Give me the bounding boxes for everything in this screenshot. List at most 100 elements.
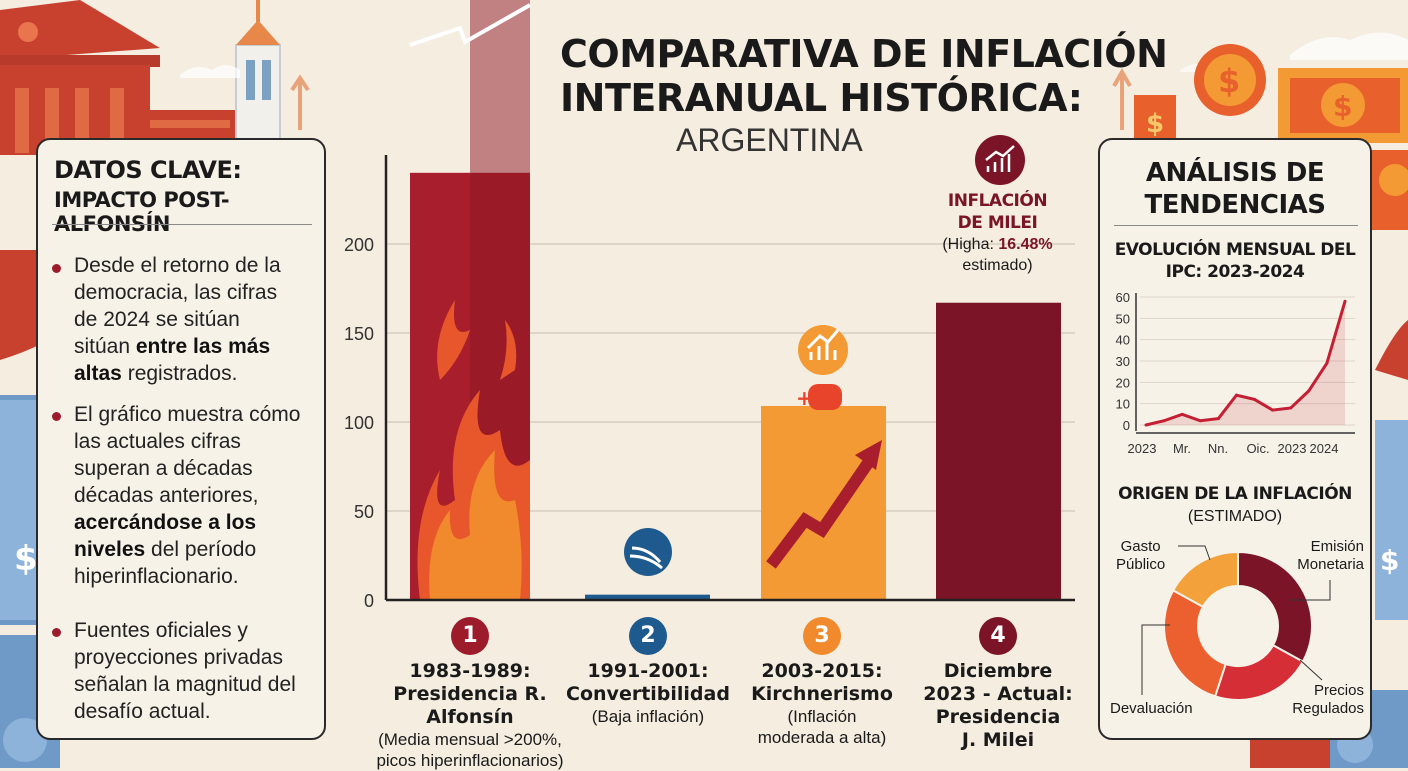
pie-slice-emision: [1237, 550, 1313, 664]
pie-slice-precios: [1213, 643, 1305, 701]
period-subtitle: (Inflación: [787, 707, 857, 726]
y-tick-label: 150: [344, 324, 374, 344]
period-title: Kirchnerismo: [751, 683, 893, 705]
key-data-panel: DATOS CLAVE: IMPACTO POST-ALFONSÍN Desde…: [36, 138, 326, 740]
milei-label-line1: INFLACIÓN: [947, 191, 1048, 211]
line-y-tick-label: 60: [1116, 290, 1130, 305]
line-y-tick-label: 0: [1123, 418, 1130, 433]
period-subtitle: (Media mensual >200%,: [378, 730, 562, 749]
bar-2023-actual: [936, 302, 1061, 600]
flame-inner: [429, 450, 522, 600]
svg-text:$: $: [1146, 109, 1164, 139]
period-title: Diciembre: [943, 660, 1053, 682]
bar-1991-2001: [585, 594, 710, 600]
bullet-1-text: Desde el retorno de la democracia, las c…: [74, 254, 281, 385]
bullet-3-text: Fuentes oficiales y proyecciones privada…: [74, 619, 296, 723]
line-x-tick-label: Mr.: [1173, 441, 1191, 456]
pie-chart-subtitle: (ESTIMADO): [1187, 508, 1283, 525]
chart-up-icon: [798, 325, 848, 375]
fire-icon: [409, 0, 531, 600]
line-area: [1146, 301, 1345, 425]
tower-icon: [235, 0, 281, 141]
chat-icon: [808, 384, 842, 410]
ipc-point: [1234, 393, 1238, 397]
line-y-tick-label: 50: [1116, 311, 1130, 326]
bar-2003-2015: [761, 405, 886, 600]
flame-small: [437, 300, 470, 380]
ipc-point: [1325, 361, 1329, 365]
trend-title-line2: TENDENCIAS: [1144, 190, 1326, 220]
line-y-tick-label: 20: [1116, 375, 1130, 390]
y-tick-label: 100: [344, 413, 374, 433]
flame-small: [500, 320, 517, 380]
milei-label-pre: (Higha:: [942, 236, 999, 253]
ipc-point: [1307, 389, 1311, 393]
period-number-badge: 3: [803, 617, 841, 655]
period-title: Presidencia: [935, 706, 1061, 728]
line-x-tick-label: Nn.: [1208, 441, 1228, 456]
pie-label-devaluacion: Devaluación: [1110, 700, 1193, 717]
line-x-tick-label: Oic.: [1246, 441, 1269, 456]
ipc-point: [1162, 419, 1166, 423]
pie-label-emision: Emisión Monetaria: [1297, 538, 1364, 573]
page-title-line1: COMPARATIVA DE INFLACIÓN: [560, 32, 1168, 76]
page-title-line2: INTERANUAL HISTÓRICA:: [560, 76, 1083, 120]
dollar-coin-icon: $: [1194, 44, 1266, 116]
bullet-2-text: El gráfico muestra cómo las actuales cif…: [74, 403, 301, 588]
period-title: 1991-2001:: [587, 660, 709, 682]
ipc-point: [1180, 412, 1184, 416]
period-subtitle: picos hiperinflacionarios): [376, 751, 564, 770]
growth-dollar-icon: [975, 135, 1025, 185]
pie-slice-gasto: [1171, 550, 1239, 609]
period-label: 1991-2001: Convertibilidad (Baja inflación…: [533, 660, 763, 727]
key-data-title-line1: DATOS CLAVE:: [54, 156, 242, 184]
period-label: 2003-2015: Kirchnerismo (Inflación moderada…: [707, 660, 937, 748]
growth-dollar-lines: [985, 145, 1015, 172]
y-tick-label: 0: [364, 591, 374, 611]
svg-text:$: $: [1333, 90, 1352, 123]
pie-slice-devaluacion: [1163, 588, 1227, 698]
ipc-point: [1289, 406, 1293, 410]
leader-line: [1178, 545, 1211, 561]
ipc-point: [1144, 423, 1148, 427]
key-data-title-line2: IMPACTO POST-ALFONSÍN: [54, 188, 230, 236]
inflation-origin-donut-chart: [1141, 545, 1331, 701]
milei-label-line4: estimado): [962, 257, 1033, 274]
leader-line: [1290, 580, 1331, 601]
building-icon: [0, 0, 240, 155]
period-subtitle: (Baja inflación): [591, 707, 705, 726]
ipc-line: [1145, 300, 1347, 427]
line-y-tick-label: 10: [1116, 397, 1130, 412]
trend-arrow-head: [855, 440, 882, 470]
trend-title-line1: ANÁLISIS DE: [1145, 158, 1325, 188]
page-subtitle: ARGENTINA: [676, 122, 863, 158]
ipc-point: [1216, 417, 1220, 421]
arrow-up-icon: [409, 3, 531, 47]
period-title: 2003-2015:: [761, 660, 883, 682]
ipc-point: [1343, 299, 1347, 303]
bullet-dot: [52, 412, 61, 421]
y-tick-label: 200: [344, 235, 374, 255]
period-title: Presidencia R. Alfonsín: [393, 683, 547, 728]
trend-arrow-icon: [766, 456, 875, 569]
period-number-badge: 1: [451, 617, 489, 655]
y-tick-label: 50: [354, 502, 374, 522]
milei-label-line2: DE MILEI: [957, 213, 1038, 233]
divider: [1114, 225, 1358, 226]
chart-up-icon-lines: [806, 329, 840, 360]
leader-line: [1141, 624, 1170, 695]
period-title: Convertibilidad: [566, 683, 730, 705]
ipc-point: [1198, 419, 1202, 423]
period-label: 1983-1989: Presidencia R. Alfonsín (Media …: [355, 660, 585, 771]
leader-line: [1299, 659, 1323, 681]
pie-chart-title: ORIGEN DE LA INFLACIÓN: [1118, 484, 1352, 504]
pie-label-gasto: Gasto Público: [1116, 538, 1166, 573]
main-bar-chart: 0 50 100 150 200 +: [344, 0, 1075, 611]
trend-analysis-panel: ANÁLISIS DE TENDENCIAS EVOLUCIÓN MENSUAL…: [1098, 138, 1372, 740]
period-label: Diciembre 2023 - Actual: Presidencia J. Mil…: [883, 660, 1113, 752]
line-chart-title-line2: IPC: 2023-2024: [1165, 262, 1305, 282]
line-y-tick-label: 30: [1116, 354, 1130, 369]
svg-text:$: $: [14, 539, 38, 579]
svg-text:$: $: [1218, 62, 1240, 100]
